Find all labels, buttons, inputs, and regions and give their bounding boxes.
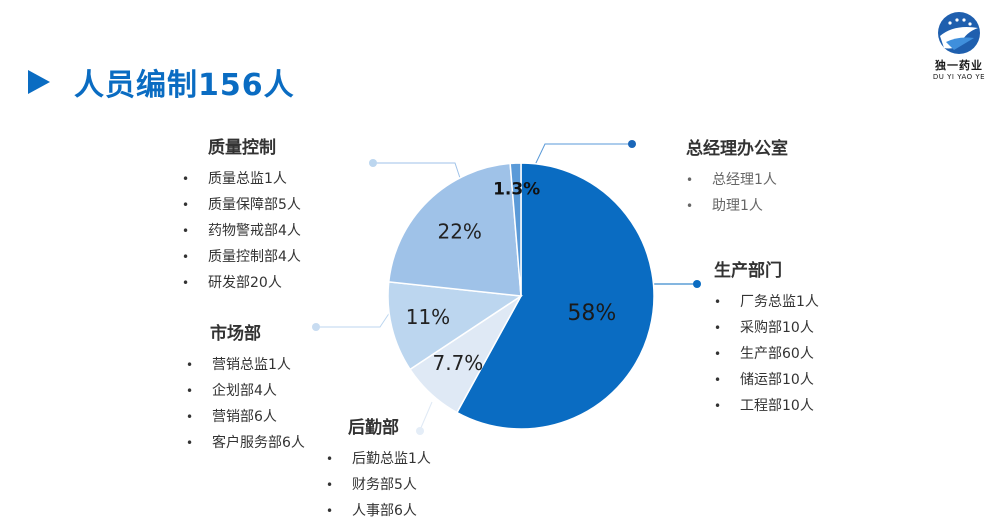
pie-slice-0 bbox=[455, 162, 655, 430]
list-item: 工程部10人 bbox=[714, 393, 819, 419]
list-item: 储运部10人 bbox=[714, 367, 819, 393]
page-title-block: 人员编制156人 bbox=[28, 60, 295, 104]
pie-slice-label: 58% bbox=[567, 301, 616, 326]
leader-lines bbox=[312, 140, 701, 435]
list-item: 营销总监1人 bbox=[186, 352, 305, 378]
logo-globe-icon bbox=[938, 12, 980, 54]
company-logo: 独一药业 DU YI YAO YE bbox=[926, 10, 992, 82]
group-logistics: 后勤部 后勤总监1人 财务部5人 人事部6人 bbox=[326, 413, 431, 524]
group-production: 生产部门 厂务总监1人 采购部10人 生产部60人 储运部10人 工程部10人 bbox=[714, 256, 819, 419]
list-item: 助理1人 bbox=[686, 193, 788, 219]
pie-slice-label: 7.7% bbox=[433, 351, 484, 375]
pie-slice-label: 1.3% bbox=[493, 180, 540, 200]
list-item: 药物警戒部4人 bbox=[182, 218, 301, 244]
list-item: 质量保障部5人 bbox=[182, 192, 301, 218]
list-item: 财务部5人 bbox=[326, 472, 431, 498]
list-item: 采购部10人 bbox=[714, 315, 819, 341]
list-item: 质量总监1人 bbox=[182, 166, 301, 192]
group-title: 质量控制 bbox=[208, 138, 276, 158]
group-market: 市场部 营销总监1人 企划部4人 营销部6人 客户服务部6人 bbox=[186, 319, 305, 456]
group-title: 后勤部 bbox=[348, 418, 399, 438]
list-item: 厂务总监1人 bbox=[714, 289, 819, 315]
pie-slice-4 bbox=[509, 162, 522, 297]
pie-slice-3 bbox=[387, 162, 522, 297]
list-item: 总经理1人 bbox=[686, 167, 788, 193]
pie-slices bbox=[387, 162, 655, 430]
group-quality: 质量控制 质量总监1人 质量保障部5人 药物警戒部4人 质量控制部4人 研发部2… bbox=[182, 133, 301, 296]
list-item: 人事部6人 bbox=[326, 498, 431, 524]
title-arrow-icon bbox=[28, 70, 50, 94]
page-title: 人员编制156人 bbox=[74, 68, 295, 103]
group-title: 总经理办公室 bbox=[686, 139, 788, 159]
pie-slice-label: 11% bbox=[406, 305, 450, 329]
group-title: 生产部门 bbox=[714, 261, 782, 281]
group-gm-office: 总经理办公室 总经理1人 助理1人 bbox=[686, 134, 788, 219]
list-item: 企划部4人 bbox=[186, 378, 305, 404]
logo-name-cn: 独一药业 bbox=[935, 59, 983, 72]
list-item: 后勤总监1人 bbox=[326, 446, 431, 472]
group-title: 市场部 bbox=[210, 324, 261, 344]
list-item: 质量控制部4人 bbox=[182, 244, 301, 270]
logo-name-en: DU YI YAO YE bbox=[932, 73, 986, 81]
pie-slice-label: 22% bbox=[437, 220, 481, 244]
list-item: 客户服务部6人 bbox=[186, 430, 305, 456]
list-item: 研发部20人 bbox=[182, 270, 301, 296]
pie-slice-2 bbox=[387, 280, 524, 371]
list-item: 营销部6人 bbox=[186, 404, 305, 430]
list-item: 生产部60人 bbox=[714, 341, 819, 367]
pie-labels: 58% 7.7% 11% 22% 1.3% bbox=[406, 180, 617, 375]
